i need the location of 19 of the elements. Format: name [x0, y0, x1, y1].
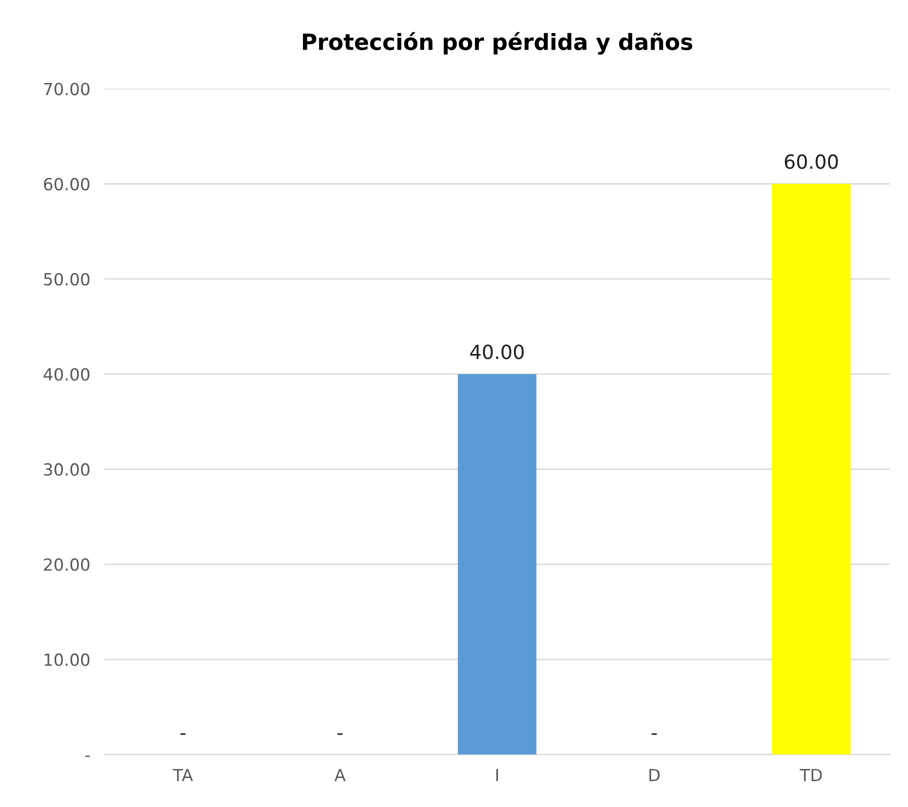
y-tick-label: 30.00 [44, 463, 90, 476]
y-tick-label: 70.00 [44, 82, 90, 96]
x-tick-label: D [649, 768, 660, 782]
data-label: - [180, 733, 186, 735]
data-label: - [337, 733, 343, 735]
y-tick-label: - [85, 756, 90, 757]
x-tick-label: I [496, 768, 498, 782]
x-tick-label: A [334, 768, 346, 782]
y-tick-label: 50.00 [44, 272, 90, 286]
data-label: 60.00 [784, 154, 838, 169]
chart-title: Protección por pérdida y daños [302, 32, 692, 55]
y-tick-label: 20.00 [44, 558, 90, 571]
data-label: - [652, 733, 657, 735]
data-label: 40.00 [470, 344, 524, 360]
x-tick-label: TD [800, 768, 822, 782]
y-tick-label: 10.00 [44, 653, 90, 666]
y-tick-label: 40.00 [44, 368, 90, 381]
x-tick-label: TA [172, 768, 193, 782]
y-tick-label: 60.00 [44, 178, 90, 190]
